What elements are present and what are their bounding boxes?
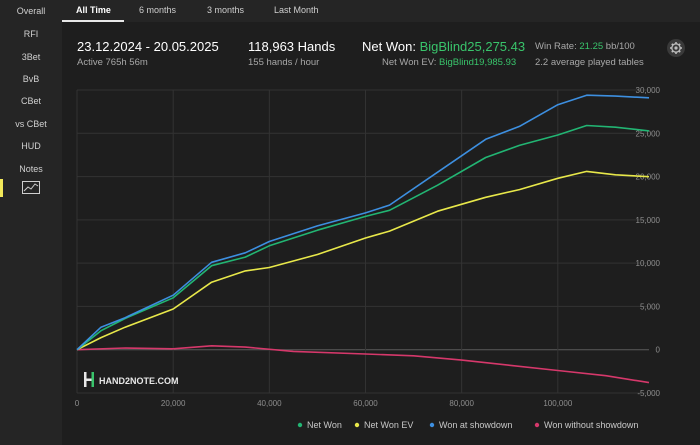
x-tick-label: 60,000 [353, 399, 378, 408]
y-tick-label: 15,000 [636, 216, 661, 225]
win-rate-unit: bb/100 [605, 41, 635, 52]
x-tick-label: 0 [75, 399, 80, 408]
y-tick-label: 0 [656, 346, 661, 355]
x-tick-label: 20,000 [161, 399, 186, 408]
legend-marker [354, 422, 360, 428]
net-won-ev-label: Net Won EV: [382, 57, 437, 68]
tab-6-months[interactable]: 6 months [139, 5, 177, 15]
series-line [76, 94, 650, 351]
legend-label: Net Won [307, 420, 342, 430]
sidebar-item-notes[interactable]: Notes [19, 164, 43, 174]
y-tick-label: -5,000 [637, 389, 660, 398]
y-tick-label: 25,000 [636, 129, 661, 138]
win-rate-label: Win Rate: [535, 41, 577, 52]
net-won-value: BigBlind25,275.43 [419, 39, 526, 54]
sidebar: Overall RFI 3Bet BvB CBet vs CBet HUD No… [0, 0, 62, 445]
legend-label: Won without showdown [544, 420, 638, 430]
hands-per-hour: 155 hands / hour [248, 57, 320, 68]
y-tick-label: 30,000 [636, 86, 661, 95]
sidebar-item-cbet[interactable]: CBet [20, 96, 41, 106]
period-tabs: All Time 6 months 3 months Last Month [62, 0, 700, 22]
y-tick-label: 5,000 [640, 302, 661, 311]
sidebar-item-bvb[interactable]: BvB [22, 74, 40, 84]
series-line [76, 124, 650, 351]
series-lines [76, 94, 650, 384]
x-tick-label: 100,000 [543, 399, 572, 408]
y-axis: 30,00025,00020,00015,00010,0005,0000-5,0… [636, 86, 661, 398]
settings-button[interactable] [667, 39, 685, 57]
legend: Net Won Net Won EV Won at showdown Won with… [297, 420, 638, 430]
net-won-ev-value: BigBlind19,985.93 [439, 57, 517, 68]
sidebar-item-3bet[interactable]: 3Bet [21, 52, 41, 62]
series-line [76, 170, 650, 351]
hands-count: 118,963 Hands [248, 39, 336, 54]
y-tick-label: 10,000 [636, 259, 661, 268]
grid [76, 89, 649, 394]
active-time: Active 765h 56m [77, 57, 148, 68]
net-won: Net Won: BigBlind25,275.43 [362, 39, 525, 54]
x-axis: 0 20,000 40,000 60,000 80,000 100,000 [75, 399, 573, 408]
legend-label: Net Won EV [364, 420, 413, 430]
watermark-text: HAND2NOTE.COM [99, 376, 179, 386]
x-tick-label: 80,000 [449, 399, 474, 408]
sidebar-item-vs-cbet[interactable]: vs CBet [15, 119, 47, 129]
tab-all-time[interactable]: All Time [76, 5, 111, 15]
net-won-ev: Net Won EV: BigBlind19,985.93 [382, 57, 516, 68]
tab-3-months[interactable]: 3 months [207, 5, 245, 15]
tab-last-month[interactable]: Last Month [274, 5, 319, 15]
legend-marker [429, 422, 435, 428]
net-won-label: Net Won: [362, 39, 416, 54]
win-rate-value: 21.25 [579, 41, 604, 52]
legend-label: Won at showdown [439, 420, 512, 430]
legend-marker [534, 422, 540, 428]
x-tick-label: 40,000 [257, 399, 282, 408]
date-range: 23.12.2024 - 20.05.2025 [77, 39, 219, 54]
gear-icon [670, 42, 682, 54]
series-line [76, 344, 650, 384]
sidebar-item-hud[interactable]: HUD [21, 141, 41, 151]
win-rate: Win Rate: 21.25 bb/100 [535, 41, 635, 52]
active-tab-underline [62, 20, 124, 22]
logo-mark-icon [84, 372, 94, 387]
sidebar-item-rfi[interactable]: RFI [23, 29, 39, 39]
active-marker [0, 179, 3, 197]
hand2note-logo: HAND2NOTE.COM [84, 372, 179, 387]
sidebar-item-overall[interactable]: Overall [16, 6, 46, 16]
line-chart-icon[interactable] [22, 181, 40, 194]
average-tables: 2.2 average played tables [535, 57, 644, 68]
legend-marker [297, 422, 303, 428]
